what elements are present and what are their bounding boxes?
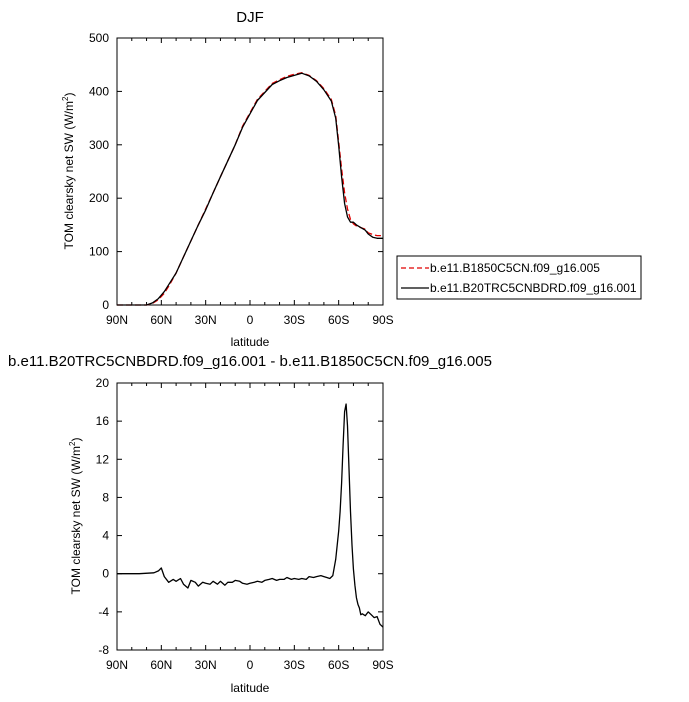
top-x-tick-label: 30S (284, 313, 305, 327)
bottom-x-tick-label: 90S (372, 658, 393, 672)
bottom-x-ticks: 90N 60N 30N 0 30S 60S 90S (106, 383, 394, 672)
top-y-axis-label-main: TOM clearsky net SW (W/m (62, 101, 76, 249)
top-x-tick-label: 90S (372, 313, 393, 327)
top-x-tick-label: 0 (247, 313, 254, 327)
bottom-x-tick-label: 30N (195, 658, 217, 672)
bottom-plot-title: b.e11.B20TRC5CNBDRD.f09_g16.001 - b.e11.… (8, 353, 492, 370)
bottom-y-tick-label: 8 (102, 490, 109, 504)
top-y-axis-label-sup: 2 (61, 96, 70, 101)
bottom-y-axis-label: TOM clearsky net SW (W/m2) (68, 438, 83, 595)
top-plot-frame (116, 37, 384, 306)
bottom-y-axis-label-sup: 2 (68, 441, 77, 446)
bottom-plot: b.e11.B20TRC5CNBDRD.f09_g16.001 - b.e11.… (8, 353, 492, 695)
top-plot-title: DJF (236, 9, 264, 26)
top-y-tick-label: 100 (89, 245, 109, 259)
top-y-axis-label-close: ) (62, 93, 76, 97)
top-x-tick-label: 60S (328, 313, 349, 327)
bottom-x-axis-label: latitude (231, 681, 270, 695)
top-x-axis-label: latitude (231, 335, 270, 349)
bottom-y-tick-label: 12 (96, 452, 110, 466)
bottom-y-ticks: -8 -4 0 4 8 12 16 20 (96, 376, 383, 657)
bottom-y-tick-label: -4 (98, 605, 109, 619)
top-x-tick-label: 30N (195, 313, 217, 327)
bottom-y-tick-label: 20 (96, 376, 110, 390)
legend-box (396, 255, 642, 300)
bottom-x-tick-label: 90N (106, 658, 128, 672)
top-y-tick-label: 500 (89, 31, 109, 45)
bottom-x-tick-label: 60N (150, 658, 172, 672)
top-y-tick-label: 200 (89, 191, 109, 205)
top-series-line-2 (117, 72, 383, 306)
bottom-y-tick-label: 0 (102, 567, 109, 581)
top-plot: DJF 90N 60N 30N 0 30S 60S 90S 0 100 200 300 400 500… (61, 9, 394, 349)
bottom-series-group (117, 403, 384, 628)
top-y-tick-label: 400 (89, 84, 109, 98)
legend: b.e11.B1850C5CN.f09_g16.005 b.e11.B20TRC… (396, 255, 642, 300)
legend-label-series-1: b.e11.B1850C5CN.f09_g16.005 (430, 261, 600, 275)
top-series-group (117, 72, 383, 306)
top-y-ticks: 0 100 200 300 400 500 (89, 31, 383, 312)
top-y-tick-label: 300 (89, 138, 109, 152)
bottom-y-axis-label-main: TOM clearsky net SW (W/m (69, 446, 83, 594)
top-y-axis-label: TOM clearsky net SW (W/m2) (61, 93, 76, 250)
bottom-y-tick-label: 16 (96, 414, 110, 428)
bottom-x-tick-label: 60S (328, 658, 349, 672)
bottom-series-line-1 (117, 403, 384, 628)
bottom-y-tick-label: 4 (102, 529, 109, 543)
bottom-x-tick-label: 30S (284, 658, 305, 672)
top-x-ticks: 90N 60N 30N 0 30S 60S 90S (106, 38, 394, 327)
bottom-x-tick-label: 0 (247, 658, 254, 672)
top-x-tick-label: 60N (150, 313, 172, 327)
top-x-tick-label: 90N (106, 313, 128, 327)
bottom-plot-frame (116, 382, 384, 651)
legend-label-series-2: b.e11.B20TRC5CNBDRD.f09_g16.001 (430, 281, 637, 295)
bottom-y-tick-label: -8 (98, 643, 109, 657)
top-y-tick-label: 0 (102, 298, 109, 312)
bottom-y-axis-label-close: ) (69, 438, 83, 442)
